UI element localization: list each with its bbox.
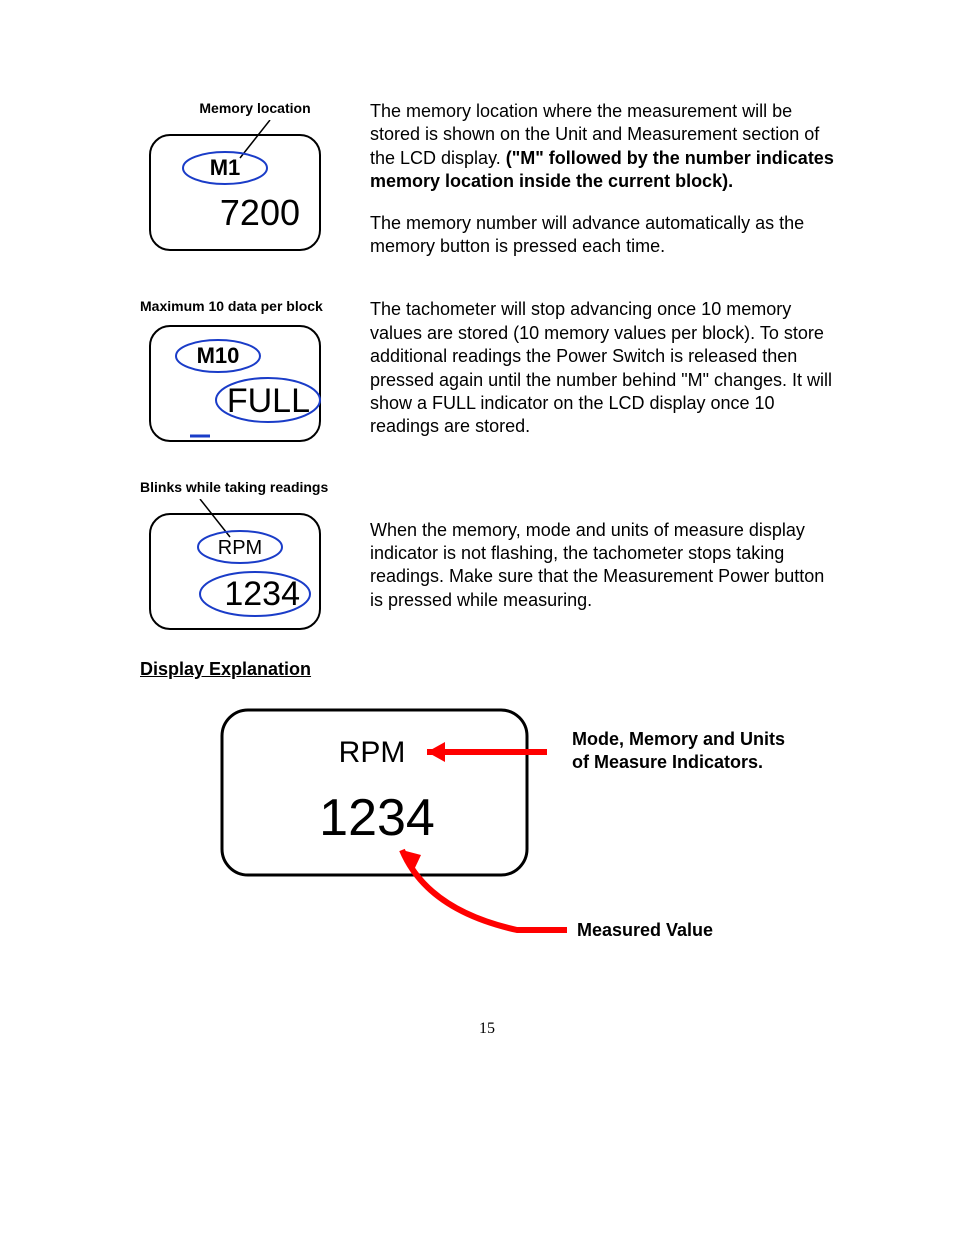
callout-2: Measured Value [577, 920, 713, 940]
row-memory-location: Memory location M1 7200 The memory locat… [140, 100, 834, 258]
figure-2: Maximum 10 data per block M10 FULL [140, 298, 370, 438]
p2: The tachometer will stop advancing once … [370, 299, 832, 436]
lcd2-top-label: M10 [197, 343, 240, 368]
lcd3-value: 1234 [224, 575, 300, 613]
figure-1-caption: Memory location [140, 100, 370, 116]
display-explanation-figure: RPM 1234 Mode, Memory and Units of Measu… [140, 700, 834, 960]
lcd1-top-label: M1 [210, 155, 241, 180]
figure-3-caption: Blinks while taking readings [140, 479, 370, 495]
p3: When the memory, mode and units of measu… [370, 520, 824, 610]
lcd1-value: 7200 [220, 192, 300, 233]
callout-1-line1: Mode, Memory and Units [572, 729, 785, 749]
lcd-2: M10 FULL [140, 318, 320, 438]
lcd3-top-label: RPM [218, 537, 262, 559]
paragraph-3: When the memory, mode and units of measu… [370, 479, 834, 613]
page: Memory location M1 7200 The memory locat… [0, 0, 954, 1098]
figure-3: Blinks while taking readings RPM 1234 [140, 479, 370, 619]
figure-1: Memory location M1 7200 [140, 100, 370, 240]
lcd2-value: FULL [227, 382, 310, 420]
paragraph-2: The tachometer will stop advancing once … [370, 298, 834, 438]
lcd-3: RPM 1234 [140, 499, 320, 619]
p1c: The memory number will advance automatic… [370, 213, 804, 256]
row-max-data: Maximum 10 data per block M10 FULL The t… [140, 298, 834, 438]
big-value: 1234 [319, 789, 435, 847]
page-number: 15 [140, 1020, 834, 1038]
section-heading: Display Explanation [140, 659, 834, 680]
lcd-1: M1 7200 [140, 120, 320, 240]
paragraph-1: The memory location where the measuremen… [370, 100, 834, 258]
figure-2-caption: Maximum 10 data per block [140, 298, 370, 314]
big-top-label: RPM [339, 736, 406, 769]
callout-1-line2: of Measure Indicators. [572, 752, 763, 772]
row-blinks: Blinks while taking readings RPM 1234 Wh… [140, 479, 834, 619]
